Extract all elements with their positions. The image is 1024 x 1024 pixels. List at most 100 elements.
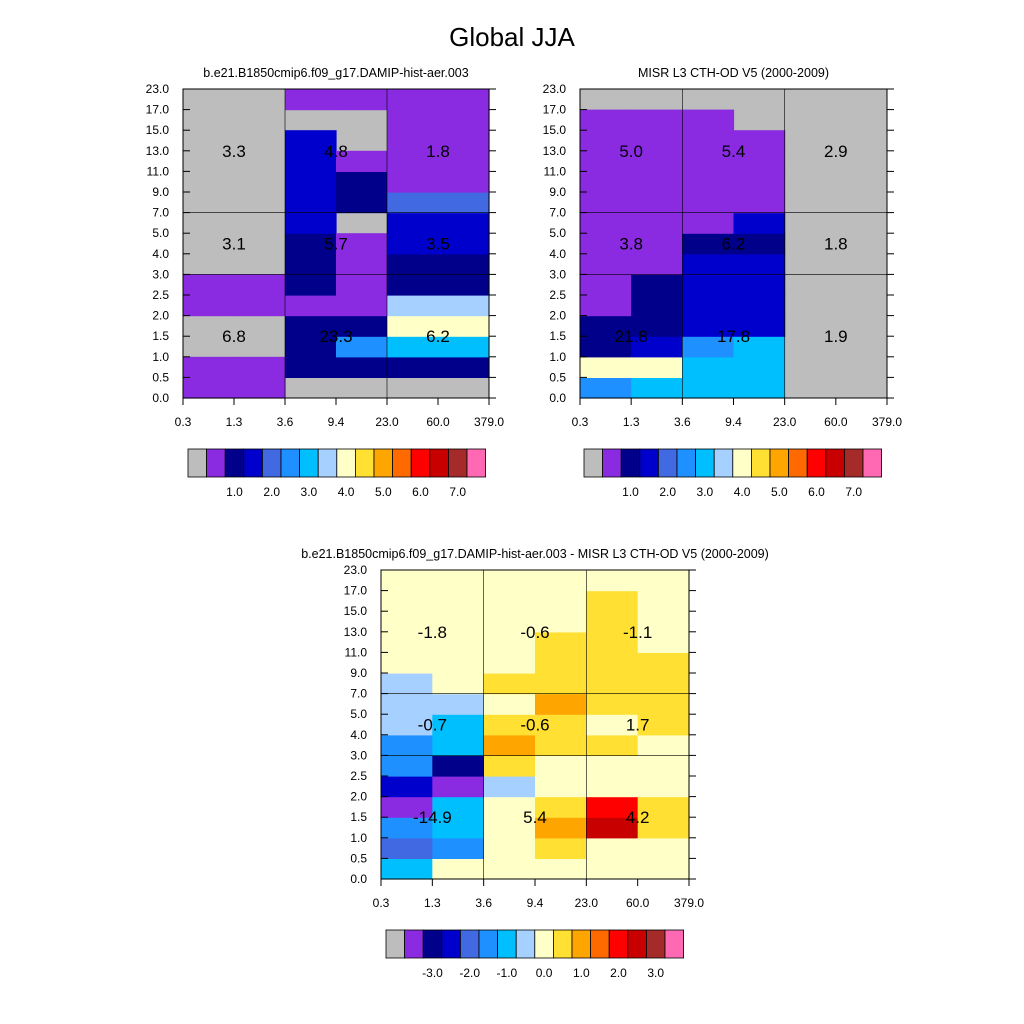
y-tick-label: 0.5: [350, 851, 367, 865]
heatmap-cell: [387, 130, 439, 152]
heatmap-cell: [438, 89, 490, 111]
y-tick-label: 23.0: [344, 563, 368, 577]
heatmap-cell: [631, 336, 683, 358]
heatmap-cell: [387, 274, 439, 296]
heatmap-cell: [183, 274, 235, 296]
block-value-label: 3.1: [222, 235, 246, 254]
heatmap-cell: [381, 693, 433, 715]
y-tick-label: 13.0: [146, 144, 170, 158]
colorbar-swatch: [627, 929, 647, 959]
colorbar-swatch: [373, 448, 394, 478]
heatmap-cell: [381, 570, 433, 592]
colorbar-swatch: [187, 448, 208, 478]
heatmap-cell: [733, 274, 786, 296]
y-tick-label: 0.0: [549, 391, 566, 405]
colorbar-label: -3.0: [422, 966, 443, 980]
x-tick-label: 1.3: [424, 896, 441, 910]
heatmap-cell: [586, 570, 639, 592]
x-tick-label: 379.0: [474, 415, 504, 429]
colorbar-swatch: [224, 448, 245, 478]
heatmap-cell: [586, 734, 639, 756]
panel-difference: b.e21.B1850cmip6.f09_g17.DAMIP-hist-aer.…: [301, 547, 769, 980]
heatmap-cell: [637, 652, 690, 674]
heatmap-cell: [586, 817, 639, 839]
y-tick-label: 1.0: [350, 831, 367, 845]
heatmap-cell: [483, 858, 536, 880]
colorbar-swatch: [590, 929, 610, 959]
heatmap-cell: [483, 734, 536, 756]
colorbar-swatch: [385, 929, 406, 959]
heatmap-cell: [336, 192, 388, 214]
heatmap-cell: [381, 837, 433, 859]
heatmap-cell: [637, 837, 690, 859]
heatmap-cell: [387, 295, 439, 317]
colorbar-swatch: [806, 448, 827, 478]
colorbar-swatch: [788, 448, 808, 478]
colorbar-swatch: [478, 929, 499, 959]
block-value-label: 5.4: [722, 142, 746, 161]
heatmap-cell: [432, 755, 485, 777]
heatmap-cell: [432, 837, 485, 859]
x-tick-label: 0.3: [572, 415, 589, 429]
heatmap-cell: [535, 590, 587, 612]
heatmap-cell: [285, 336, 337, 358]
heatmap-cell: [483, 652, 536, 674]
y-tick-label: 11.0: [544, 164, 567, 178]
heatmap-cell: [387, 315, 439, 337]
colorbar-swatch: [206, 448, 226, 478]
heatmap-cell: [336, 315, 388, 337]
heatmap-cell: [733, 315, 786, 337]
colorbar-swatch: [695, 448, 715, 478]
heatmap-cell: [733, 377, 786, 399]
colorbar-swatch: [441, 929, 461, 959]
heatmap-cell: [733, 233, 786, 255]
colorbar-swatch: [354, 448, 375, 478]
heatmap-cell: [387, 233, 439, 255]
colorbar-label: 7.0: [449, 485, 466, 499]
colorbar-swatch: [534, 929, 554, 959]
heatmap-cell: [586, 611, 639, 633]
x-tick-label: 60.0: [426, 415, 450, 429]
block-value-label: -0.6: [520, 716, 549, 735]
colorbar-swatch: [676, 448, 697, 478]
heatmap-cell: [535, 796, 587, 818]
heatmap-cell: [535, 693, 587, 715]
heatmap-cell: [438, 109, 490, 131]
y-tick-label: 0.0: [350, 872, 367, 886]
heatmap-cell: [637, 714, 690, 736]
x-tick-label: 23.0: [773, 415, 797, 429]
heatmap-cell: [285, 171, 337, 193]
block-value-label: 1.7: [626, 716, 650, 735]
heatmap-cell: [631, 356, 683, 378]
heatmap-cell: [483, 570, 536, 592]
x-tick-label: 9.4: [725, 415, 742, 429]
heatmap-cell: [631, 150, 683, 172]
heatmap-cell: [483, 693, 536, 715]
colorbar-label: 1.0: [622, 485, 639, 499]
heatmap-cell: [285, 315, 337, 337]
heatmap-cell: [580, 356, 632, 378]
heatmap-cell: [381, 817, 433, 839]
y-tick-label: 1.0: [549, 350, 566, 364]
panel-model: b.e21.B1850cmip6.f09_g17.DAMIP-hist-aer.…: [146, 66, 505, 499]
heatmap-cell: [682, 150, 735, 172]
colorbar-swatch: [608, 929, 629, 959]
y-tick-label: 4.0: [152, 247, 169, 261]
heatmap-cell: [381, 652, 433, 674]
y-tick-label: 3.0: [350, 748, 367, 762]
heatmap-cell: [637, 796, 690, 818]
heatmap-cell: [432, 776, 485, 798]
y-tick-label: 15.0: [146, 123, 170, 137]
heatmap-cell: [733, 192, 786, 214]
heatmap-cell: [381, 776, 433, 798]
colorbar-swatch: [429, 448, 449, 478]
colorbar-label: -1.0: [497, 966, 518, 980]
heatmap-cell: [432, 734, 485, 756]
colorbar-label: 3.0: [697, 485, 714, 499]
colorbar-swatch: [769, 448, 790, 478]
heatmap-cell: [637, 776, 690, 798]
heatmap-cell: [438, 336, 490, 358]
x-tick-label: 3.6: [277, 415, 294, 429]
y-tick-label: 17.0: [146, 103, 170, 117]
heatmap-cell: [535, 673, 587, 695]
